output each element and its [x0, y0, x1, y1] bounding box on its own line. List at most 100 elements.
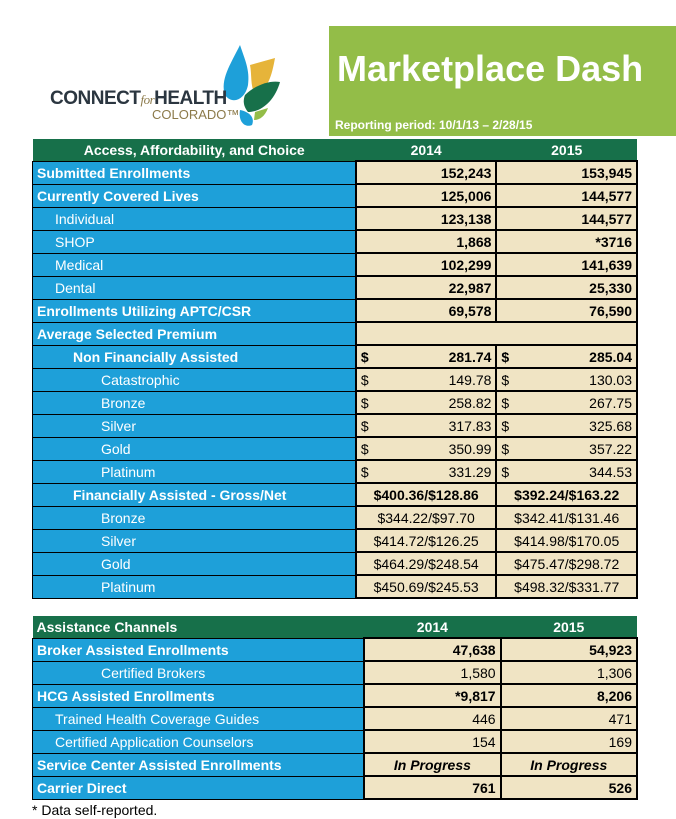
row-label: Catastrophic: [31, 367, 357, 392]
row-label: Bronze: [31, 505, 357, 530]
table-row: Gold $350.99 $357.22: [31, 436, 638, 461]
row-label: Platinum: [31, 574, 357, 599]
row-label: SHOP: [31, 229, 357, 254]
row-label: Bronze: [31, 390, 357, 415]
row-label: Medical: [31, 252, 357, 277]
assistance-channels-table: Assistance Channels 2014 2015 Broker Assist…: [32, 616, 639, 800]
column-header: Assistance Channels: [32, 616, 365, 638]
table-row: Service Center Assisted Enrollments In Pr…: [32, 752, 639, 777]
value-v2014: $414.72/$126.25: [354, 528, 498, 553]
value-v2014: 102,299: [354, 252, 498, 277]
access-affordability-table: Access, Affordability, and Choice 2014 201…: [31, 139, 639, 599]
table-row: Non Financially Assisted $281.74 $285.04: [31, 344, 638, 369]
row-label: Service Center Assisted Enrollments: [32, 752, 365, 777]
row-label: Carrier Direct: [32, 775, 365, 800]
value-v2015: $130.03: [495, 367, 638, 392]
value-v2014: 1,580: [363, 660, 502, 685]
value-v2014: 123,138: [354, 206, 498, 231]
value-v2015: 144,577: [495, 206, 638, 231]
row-label: Individual: [31, 206, 357, 231]
table-row: Silver $317.83 $325.68: [31, 413, 638, 438]
value-v2015: *3716: [495, 229, 638, 254]
row-label: Silver: [31, 528, 357, 553]
table-row: Gold $464.29/$248.54 $475.47/$298.72: [31, 551, 638, 576]
logo: [40, 40, 290, 140]
value-v2014: 446: [363, 706, 502, 731]
row-label: Average Selected Premium: [31, 321, 357, 346]
value-v2014: 69,578: [354, 298, 498, 323]
column-header: 2014: [364, 616, 501, 638]
value-v2014: $350.99: [354, 436, 498, 461]
value-v2014: $450.69/$245.53: [354, 574, 498, 599]
value-v2014: 1,868: [354, 229, 498, 254]
value-v2015: $414.98/$170.05: [495, 528, 638, 553]
value-v2014: $281.74: [354, 344, 498, 369]
value-v2014: $464.29/$248.54: [354, 551, 498, 576]
table-row: Submitted Enrollments 152,243 153,945: [31, 160, 638, 185]
column-header: 2015: [496, 139, 637, 161]
table-row: Certified Application Counselors 154 169: [32, 729, 639, 754]
value-v2015: 144,577: [495, 183, 638, 208]
table-row: Individual 123,138 144,577: [31, 206, 638, 231]
column-header: Access, Affordability, and Choice: [32, 139, 356, 161]
row-label: Trained Health Coverage Guides: [32, 706, 365, 731]
table-row: Trained Health Coverage Guides 446 471: [32, 706, 639, 731]
value-v2015: $285.04: [495, 344, 638, 369]
table-row: Bronze $344.22/$97.70 $342.41/$131.46: [31, 505, 638, 530]
row-label: Certified Application Counselors: [32, 729, 365, 754]
header-row: Assistance Channels 2014 2015: [32, 616, 637, 638]
row-label: Gold: [31, 551, 357, 576]
page-title: Marketplace Dash: [337, 48, 644, 89]
brand-name: CONNECTforHEALTH: [50, 88, 227, 109]
table-row: Medical 102,299 141,639: [31, 252, 638, 277]
value-v2014: $149.78: [354, 367, 498, 392]
row-label: Silver: [31, 413, 357, 438]
value-v2014: 154: [363, 729, 502, 754]
value-v2015: 25,330: [495, 275, 638, 300]
value-v2014: $400.36/$128.86: [354, 482, 498, 507]
row-label: Financially Assisted - Gross/Net: [31, 482, 357, 507]
value-v2015: 54,923: [499, 637, 639, 662]
table-row: Catastrophic $149.78 $130.03: [31, 367, 638, 392]
value-v2015: $392.24/$163.22: [495, 482, 638, 507]
value-v2015: 526: [499, 775, 639, 800]
reporting-period: Reporting period: 10/1/13 – 2/28/15: [335, 118, 533, 132]
row-label: Certified Brokers: [32, 660, 365, 685]
value-v2015: $267.75: [495, 390, 638, 415]
table-row: Bronze $258.82 $267.75: [31, 390, 638, 415]
value-v2014: In Progress: [363, 752, 502, 777]
value-v2015: 169: [499, 729, 639, 754]
row-label: Currently Covered Lives: [31, 183, 357, 208]
table-row: Broker Assisted Enrollments 47,638 54,923: [32, 637, 639, 662]
value-v2014: 152,243: [354, 160, 498, 185]
header-row: Access, Affordability, and Choice 2014 201…: [32, 139, 637, 161]
row-label: Gold: [31, 436, 357, 461]
value-v2015: 1,306: [499, 660, 639, 685]
table-row: Dental 22,987 25,330: [31, 275, 638, 300]
table-row: Currently Covered Lives 125,006 144,577: [31, 183, 638, 208]
value-v2015: 141,639: [495, 252, 638, 277]
value-v2015: $342.41/$131.46: [495, 505, 638, 530]
value-v2015: 8,206: [499, 683, 639, 708]
value-v2015: $498.32/$331.77: [495, 574, 638, 599]
value-v2015: In Progress: [499, 752, 639, 777]
row-label: Broker Assisted Enrollments: [32, 637, 365, 662]
table-row: HCG Assisted Enrollments *9,817 8,206: [32, 683, 639, 708]
value-v2014: 22,987: [354, 275, 498, 300]
value-v2015: 471: [499, 706, 639, 731]
table-row: Certified Brokers 1,580 1,306: [32, 660, 639, 685]
table-row: Platinum $331.29 $344.53: [31, 459, 638, 484]
value-v2014: 47,638: [363, 637, 502, 662]
value-v2014: *9,817: [363, 683, 502, 708]
table-row: Silver $414.72/$126.25 $414.98/$170.05: [31, 528, 638, 553]
table-row: Carrier Direct 761 526: [32, 775, 639, 800]
value-v2014: $331.29: [354, 459, 498, 484]
row-label: Non Financially Assisted: [31, 344, 357, 369]
table-row: Average Selected Premium: [31, 321, 639, 346]
column-header: 2014: [355, 139, 497, 161]
table-row: Financially Assisted - Gross/Net $400.36/…: [31, 482, 638, 507]
value-v2015: $344.53: [495, 459, 638, 484]
value-v2014: $317.83: [354, 413, 498, 438]
value-v2015: $475.47/$298.72: [495, 551, 638, 576]
table-row: Enrollments Utilizing APTC/CSR 69,578 76,5…: [31, 298, 638, 323]
